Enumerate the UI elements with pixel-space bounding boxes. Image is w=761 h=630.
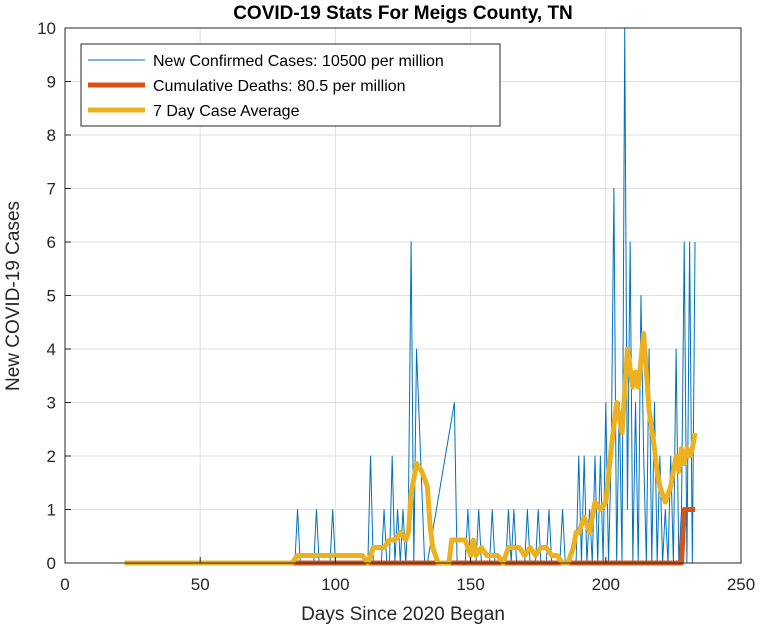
y-tick-label: 0 xyxy=(47,554,56,573)
legend-label-7-day-average: 7 Day Case Average xyxy=(153,103,300,120)
x-tick-label: 0 xyxy=(60,575,69,594)
x-tick-label: 150 xyxy=(456,575,484,594)
series-7-day-case-average xyxy=(124,330,698,566)
legend-box xyxy=(80,43,501,127)
y-tick-label: 8 xyxy=(47,126,56,145)
legend-label-cumulative-deaths: Cumulative Deaths: 80.5 per million xyxy=(153,78,406,95)
y-tick-label: 10 xyxy=(37,19,56,38)
y-tick-label: 2 xyxy=(47,447,56,466)
y-tick-label: 5 xyxy=(47,287,56,306)
y-tick-label: 7 xyxy=(47,180,56,199)
y-tick-label: 4 xyxy=(47,340,56,359)
x-tick-label: 100 xyxy=(321,575,349,594)
x-axis-label: Days Since 2020 Began xyxy=(301,604,505,625)
legend-label-new-cases: New Confirmed Cases: 10500 per million xyxy=(153,53,444,70)
y-tick-label: 3 xyxy=(47,394,56,413)
y-tick-label: 1 xyxy=(47,501,56,520)
x-tick-label: 250 xyxy=(727,575,755,594)
chart-title: COVID-19 Stats For Meigs County, TN xyxy=(233,3,573,24)
y-tick-label: 9 xyxy=(47,73,56,92)
y-tick-label: 6 xyxy=(47,233,56,252)
x-tick-label: 50 xyxy=(191,575,210,594)
legend: New Confirmed Cases: 10500 per million C… xyxy=(80,43,501,127)
ticks: 0 50 100 150 200 250 0 1 2 3 4 5 6 7 8 9 10 xyxy=(37,19,755,594)
y-axis-label: New COVID-19 Cases xyxy=(3,201,24,391)
x-tick-label: 200 xyxy=(592,575,620,594)
